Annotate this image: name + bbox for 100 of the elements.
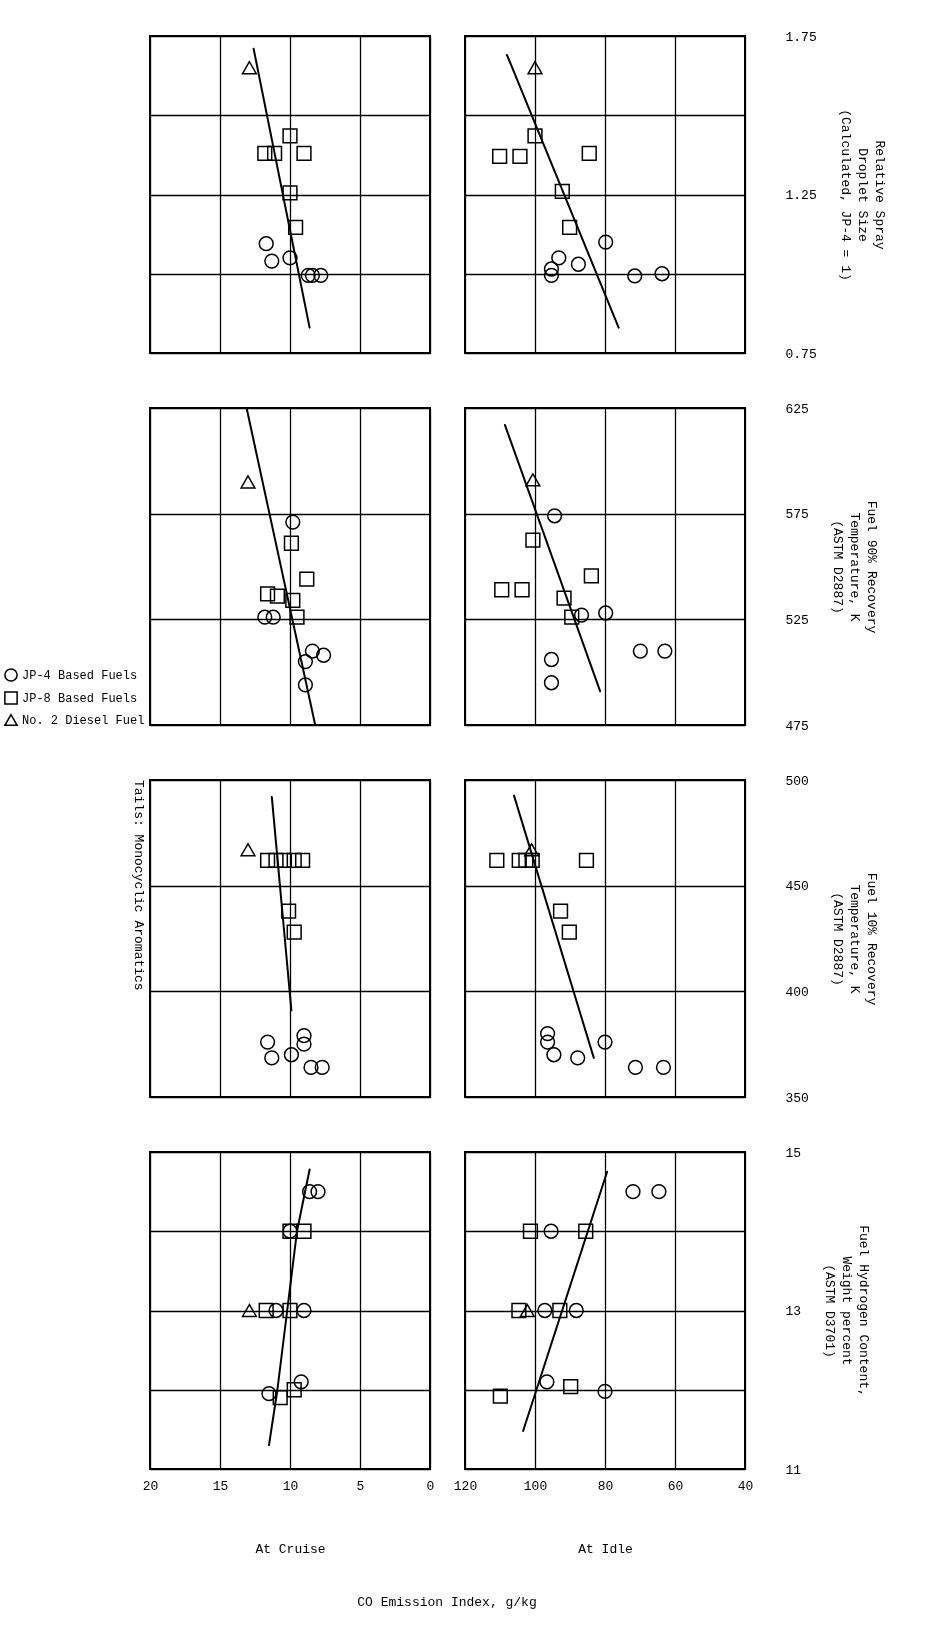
- point: [294, 852, 311, 868]
- point: [522, 1223, 539, 1239]
- point: [297, 653, 314, 670]
- y-axis-title: Fuel Hydrogen Content, Weight percent (ASTM D3701): [822, 1225, 872, 1397]
- y-tick-label: 350: [785, 1090, 809, 1106]
- point: [556, 590, 572, 606]
- point: [524, 852, 540, 868]
- point: [241, 1303, 258, 1318]
- point: [296, 1302, 312, 1319]
- point: [269, 588, 286, 604]
- point: [240, 475, 256, 489]
- point: [563, 1378, 579, 1395]
- point: [570, 256, 587, 272]
- point: [257, 145, 273, 161]
- point: [258, 236, 274, 252]
- point: [651, 1184, 667, 1200]
- point: [489, 852, 505, 868]
- y-tick-label: 525: [785, 612, 809, 628]
- y-tick-label: 625: [785, 401, 809, 417]
- text: Tails: Monocyclic Aromatics: [131, 780, 146, 991]
- x-axis-title: At Idle: [578, 1541, 633, 1557]
- point: [257, 609, 273, 625]
- x-tick-label: 120: [453, 1478, 478, 1494]
- point: [655, 1059, 672, 1076]
- point: [543, 675, 560, 691]
- point: [552, 1302, 568, 1319]
- point: [568, 1302, 584, 1319]
- point: [543, 1223, 559, 1239]
- point: [265, 609, 281, 625]
- point: [259, 586, 276, 602]
- x-tick-label: 0: [426, 1478, 435, 1494]
- point: [627, 268, 643, 284]
- y-tick-label: 11: [785, 1462, 802, 1478]
- x-axis-title: At Cruise: [255, 1541, 326, 1557]
- point: [285, 514, 301, 530]
- y-axis-title: Relative Spray Droplet Size (Calculated, JP-4 = 1): [837, 109, 887, 281]
- point: [296, 1223, 312, 1239]
- point: [266, 145, 283, 161]
- y-tick-label: 475: [785, 718, 809, 734]
- point: [259, 852, 276, 868]
- point: [282, 128, 298, 144]
- y-tick-label: 13: [785, 1304, 802, 1319]
- x-tick-label: 10: [282, 1478, 299, 1494]
- point: [286, 1382, 302, 1398]
- point: [296, 145, 312, 161]
- y-axis-title: Fuel 90% Recovery Temperature, K (ASTM D2887): [829, 500, 879, 634]
- point: [268, 1302, 284, 1319]
- point: [514, 582, 530, 598]
- point: [654, 266, 670, 282]
- point: [264, 253, 280, 269]
- point: [282, 250, 298, 266]
- point: [519, 1303, 535, 1318]
- x-tick-label: 5: [356, 1478, 365, 1494]
- point: [539, 1025, 556, 1042]
- text: CO Emission Index, g/kg: [357, 1595, 537, 1610]
- y-tick-label: 0.75: [785, 346, 817, 362]
- point: [598, 605, 614, 621]
- point: [272, 1390, 288, 1406]
- point: [578, 1223, 594, 1239]
- point: [286, 852, 302, 868]
- point: [573, 607, 590, 623]
- point: [511, 852, 527, 868]
- point: [564, 609, 580, 625]
- point: [561, 924, 577, 940]
- point: [293, 1374, 309, 1390]
- point: [282, 1302, 298, 1319]
- point: [296, 1028, 312, 1044]
- point: [304, 267, 321, 283]
- point: [286, 924, 302, 940]
- point: [287, 219, 304, 236]
- point: [657, 643, 673, 659]
- y-tick-label: 1.75: [785, 29, 817, 45]
- point: [543, 267, 560, 283]
- point: [300, 267, 316, 283]
- legend-label: No. 2 Diesel Fuel: [22, 714, 145, 728]
- point: [546, 1047, 562, 1063]
- point: [632, 643, 648, 659]
- point: [627, 1059, 644, 1076]
- point: [552, 903, 569, 919]
- point: [597, 1034, 613, 1050]
- legend-label: JP-8 Based Fuels: [22, 692, 138, 706]
- x-tick-label: 80: [597, 1478, 614, 1494]
- x-tick-label: 15: [212, 1478, 229, 1494]
- point: [562, 219, 578, 236]
- point: [551, 250, 567, 266]
- point: [299, 571, 315, 587]
- point: [297, 677, 314, 693]
- point: [523, 843, 540, 857]
- y-tick-label: 575: [785, 507, 809, 523]
- point: [313, 267, 329, 283]
- x-tick-label: 100: [523, 1478, 548, 1494]
- point: [315, 647, 332, 663]
- point: [280, 903, 297, 919]
- point: [492, 1388, 508, 1404]
- point: [264, 1050, 280, 1066]
- point: [570, 1050, 586, 1066]
- point: [527, 128, 543, 144]
- point: [546, 508, 563, 524]
- point: [314, 1059, 330, 1076]
- point: [289, 609, 305, 625]
